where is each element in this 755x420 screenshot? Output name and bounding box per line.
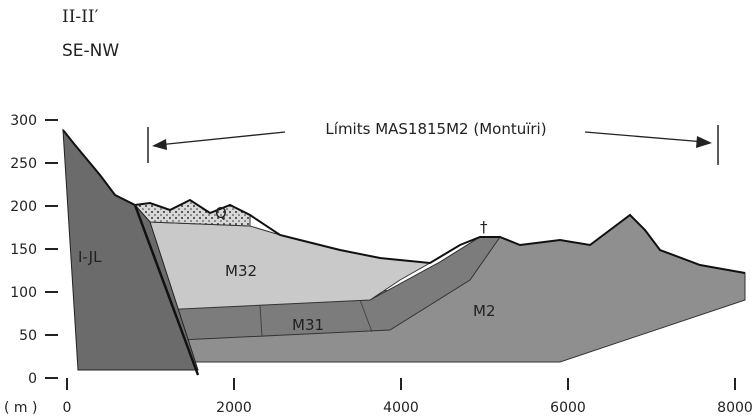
arrow-head [152,139,167,150]
arrow [585,132,705,142]
y-tick-label: 150 [10,242,37,258]
arrow-head [696,136,712,148]
label-cross: † [480,218,488,236]
x-tick-label: 6000 [550,400,586,416]
units-label: ( m ) [4,400,37,416]
label-m2: M2 [473,302,496,320]
arrow [158,132,285,145]
x-tick-label: 2000 [216,400,252,416]
label-m31: M31 [292,316,324,334]
y-tick-label: 100 [10,285,37,301]
boundary-label: Límits MAS1815M2 (Montuïri) [325,120,546,138]
subtitle: SE-NW [62,41,119,61]
title: II-II′ [62,7,99,27]
cross-section: II-II′ SE-NW Q I-JL M32 M31 M2 † Límits … [0,0,755,420]
label-ijl: I-JL [78,248,102,266]
y-tick-label: 200 [10,199,37,215]
y-tick-label: 250 [10,156,37,172]
y-tick-label: 50 [19,328,37,344]
x-tick-label: 0 [63,400,72,416]
y-tick-label: 300 [10,113,37,129]
x-tick-label: 4000 [383,400,419,416]
label-m32: M32 [225,262,257,280]
x-tick-label: 8000 [717,400,753,416]
label-q: Q [215,204,227,222]
y-tick-label: 0 [28,371,37,387]
